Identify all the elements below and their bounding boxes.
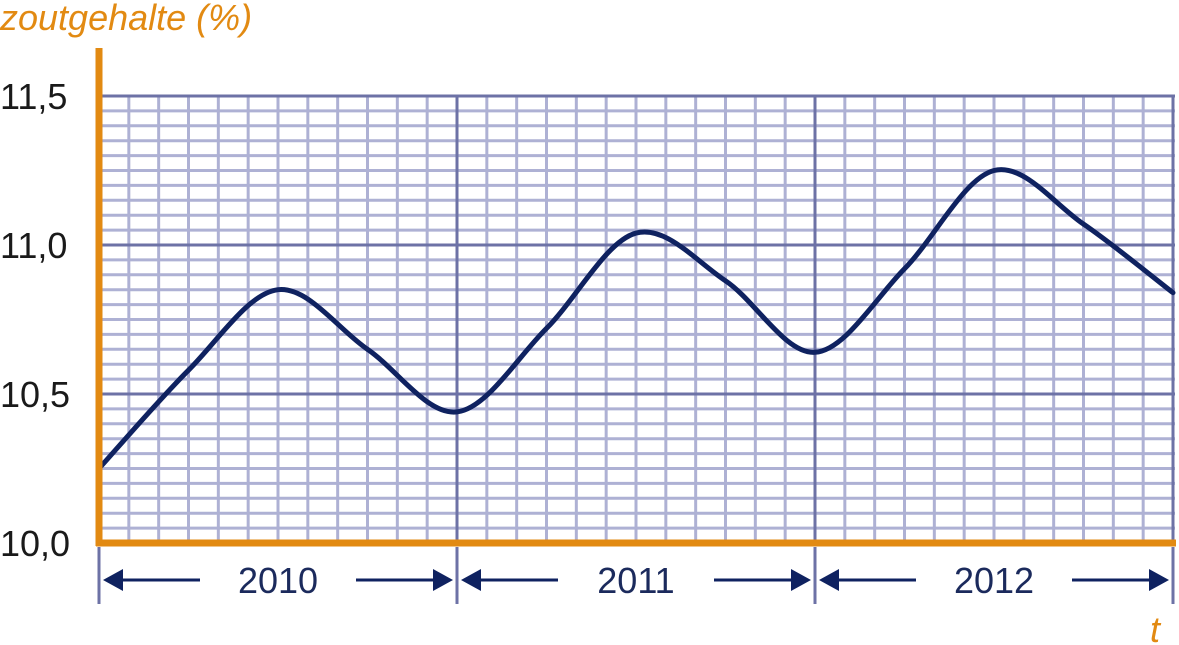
year-separators xyxy=(97,547,1175,604)
arrowhead xyxy=(791,569,811,591)
year-label: 2012 xyxy=(954,560,1034,601)
year-label: 2011 xyxy=(597,560,674,601)
y-axis-title: zoutgehalte (%) xyxy=(0,0,252,38)
year-label: 2010 xyxy=(238,560,318,601)
x-axis-title: t xyxy=(1150,609,1162,645)
y-tick-label: 10,0 xyxy=(0,523,70,564)
y-tick-labels: 10,0 10,5 11,0 11,5 xyxy=(0,76,70,564)
salt-content-curve xyxy=(96,167,1176,471)
arrowhead xyxy=(1149,569,1169,591)
arrowhead xyxy=(819,569,839,591)
y-tick-label: 11,5 xyxy=(0,76,67,117)
arrowhead xyxy=(461,569,481,591)
arrowhead xyxy=(103,569,123,591)
minor-grid xyxy=(97,94,1175,545)
arrowhead xyxy=(433,569,453,591)
y-tick-label: 11,0 xyxy=(0,225,67,266)
year-arrows: 2010 2011 2012 xyxy=(103,560,1169,601)
y-tick-label: 10,5 xyxy=(0,374,70,415)
